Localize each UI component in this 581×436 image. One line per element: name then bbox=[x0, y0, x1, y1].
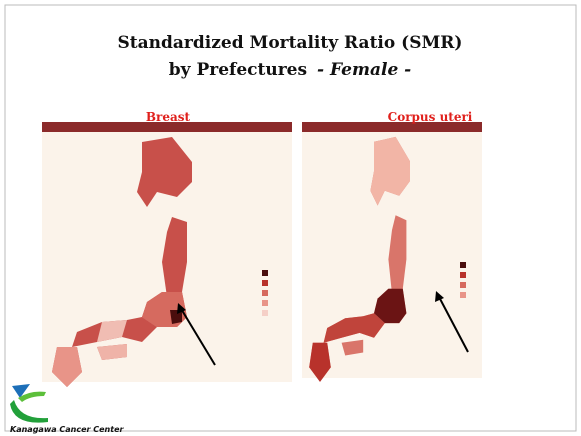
slide-frame bbox=[4, 4, 577, 432]
title-suffix: - Female - bbox=[317, 60, 411, 80]
legend bbox=[460, 262, 466, 298]
map-label: Breast bbox=[146, 110, 191, 124]
map-corpus-uteri bbox=[302, 122, 482, 382]
map-label: Corpus uteri bbox=[388, 110, 473, 124]
arrow bbox=[179, 306, 216, 366]
organization: Kanagawa Cancer Center bbox=[10, 425, 124, 434]
arrow-head bbox=[177, 303, 186, 314]
title-line1: Standardized Mortality Ratio (SMR) bbox=[118, 33, 463, 53]
japan-map bbox=[52, 137, 192, 387]
legend bbox=[262, 270, 268, 316]
title-line2: by Prefectures - Female - bbox=[169, 60, 411, 80]
arrow-head bbox=[435, 291, 444, 302]
arrow bbox=[437, 294, 469, 353]
map-breast bbox=[42, 122, 292, 387]
map-header bbox=[302, 122, 482, 132]
map-header bbox=[42, 122, 292, 132]
japan-map bbox=[309, 136, 410, 382]
logo bbox=[10, 384, 48, 423]
title-main: by Prefectures bbox=[169, 60, 307, 80]
